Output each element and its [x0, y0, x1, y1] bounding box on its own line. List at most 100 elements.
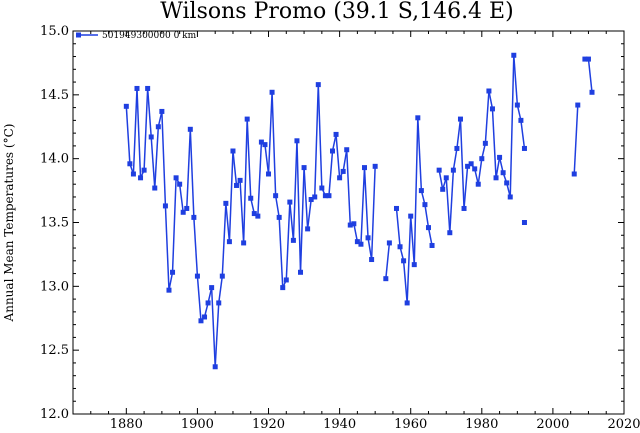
data-point: [465, 163, 471, 169]
data-point: [443, 175, 449, 181]
plot-area: 1880 1900 1920 1940 1960 1980 2000 2020 12.0 12.5…: [2, 24, 640, 432]
data-point: [486, 88, 492, 94]
data-point: [234, 182, 240, 188]
data-point: [457, 116, 463, 122]
series-line-segment: [189, 129, 195, 218]
data-point: [251, 211, 257, 217]
series-line-segment: [132, 88, 138, 175]
data-point: [283, 277, 289, 283]
data-point: [184, 205, 190, 211]
data-point: [408, 213, 414, 219]
data-point: [226, 239, 232, 245]
series-line-segment: [452, 148, 458, 171]
series-line-segment: [274, 195, 280, 218]
data-point: [369, 257, 375, 263]
data-point: [241, 240, 247, 246]
x-tick-label: 1960: [394, 417, 427, 432]
series-line-segment: [342, 149, 348, 172]
series-line-segment: [313, 84, 320, 197]
data-point: [237, 177, 243, 183]
x-tick-label: 1900: [181, 417, 214, 432]
data-point: [333, 131, 339, 137]
data-point: [489, 106, 495, 112]
data-point: [436, 167, 442, 173]
data-point: [223, 200, 229, 206]
series-line-segment: [345, 149, 352, 226]
series-line-segment: [385, 242, 391, 279]
data-point: [305, 226, 311, 232]
series-line-segment: [438, 170, 444, 190]
series-line-segment: [271, 92, 277, 196]
data-point: [255, 213, 261, 219]
data-point: [312, 194, 318, 200]
data-point: [194, 273, 200, 279]
data-point: [351, 221, 357, 227]
data-point: [411, 262, 417, 268]
series-line-segment: [278, 217, 284, 288]
data-point: [450, 167, 456, 173]
x-tick-label: 1980: [465, 417, 498, 432]
data-point: [191, 214, 197, 220]
series-line-segment: [164, 205, 170, 291]
series-line-segment: [516, 104, 522, 121]
data-point: [521, 220, 527, 225]
series-line-segment: [488, 90, 494, 110]
x-tick-label: 2000: [536, 417, 569, 432]
data-point: [280, 285, 286, 291]
series-line-segment: [143, 88, 149, 171]
data-point: [500, 170, 506, 176]
data-point: [589, 89, 595, 95]
series-line-segment: [395, 208, 401, 247]
series-line-segment: [456, 118, 462, 149]
data-point: [511, 52, 517, 58]
series-line-segment: [491, 108, 497, 178]
legend-label: 501949300000 0 km: [102, 31, 197, 41]
data-point: [258, 139, 264, 145]
data-point: [216, 300, 222, 306]
data-point: [415, 115, 421, 121]
chart-title: Wilsons Promo (39.1 S,146.4 E): [160, 0, 513, 24]
series-line-segment: [463, 166, 469, 209]
series-line-segment: [573, 105, 579, 175]
x-tick-label: 2020: [607, 417, 640, 432]
data-point: [180, 209, 186, 215]
data-point: [354, 239, 360, 245]
series-line-segment: [250, 198, 256, 214]
data-point: [521, 145, 527, 151]
legend-marker: [76, 32, 81, 38]
data-point: [404, 300, 410, 306]
data-point: [123, 103, 129, 109]
series-line-segment: [178, 184, 184, 213]
series-line-segment: [498, 157, 504, 173]
data-point: [472, 166, 478, 172]
data-point: [330, 148, 336, 154]
series-line-segment: [363, 167, 369, 238]
series-line-segment: [317, 84, 323, 189]
series-line-segment: [161, 111, 167, 206]
data-point: [152, 185, 158, 191]
data-point: [518, 117, 524, 123]
y-tick-label: 15.0: [40, 24, 69, 39]
series-line-segment: [303, 167, 309, 229]
data-point: [294, 138, 300, 144]
data-point: [315, 82, 321, 88]
data-point: [319, 185, 325, 191]
data-point: [138, 175, 144, 181]
x-tick-label: 1880: [110, 417, 143, 432]
data-point: [344, 147, 350, 153]
data-point: [162, 203, 168, 209]
data-point: [422, 202, 428, 208]
series-line-segment: [257, 142, 263, 217]
data-point: [440, 186, 446, 192]
series-line-segment: [299, 167, 305, 273]
data-point: [322, 193, 328, 199]
series-line-segment: [459, 119, 465, 209]
data-point: [401, 258, 407, 264]
series-line-segment: [218, 276, 224, 304]
data-point: [393, 205, 399, 211]
data-point: [287, 199, 293, 205]
data-point: [177, 181, 183, 187]
data-point: [358, 241, 364, 247]
